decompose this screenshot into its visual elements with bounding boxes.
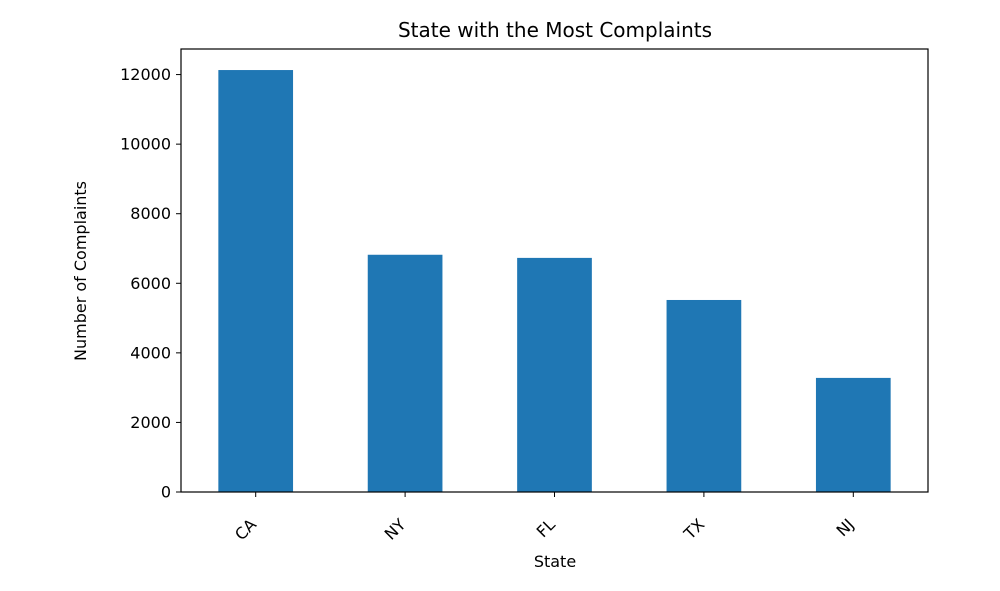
y-tick-label: 12000 — [120, 65, 171, 84]
x-tick-label: TX — [680, 515, 709, 544]
x-tick-label: NY — [381, 515, 410, 544]
y-tick-label: 2000 — [130, 413, 171, 432]
x-tick-label: FL — [533, 515, 559, 541]
y-tick-label: 6000 — [130, 274, 171, 293]
bar-nj — [815, 377, 891, 492]
plot-area — [180, 48, 929, 493]
bars-group — [218, 70, 891, 493]
bar-ny — [367, 254, 443, 492]
y-tick-label: 10000 — [120, 135, 171, 154]
bar-ca — [218, 70, 294, 493]
bar-fl — [517, 257, 592, 492]
x-tick-label: NJ — [832, 515, 857, 540]
y-axis: 0 2000 4000 6000 8000 10000 12000 — [120, 65, 181, 502]
y-tick-label: 4000 — [130, 343, 171, 362]
bar-tx — [666, 299, 742, 492]
y-tick-label: 8000 — [130, 204, 171, 223]
y-axis-label: Number of Complaints — [71, 181, 90, 361]
chart-title: State with the Most Complaints — [398, 18, 712, 42]
x-axis-label: State — [534, 552, 576, 571]
y-tick-label: 0 — [161, 483, 171, 502]
x-axis: CA NY FL TX NJ — [231, 492, 858, 544]
x-tick-label: CA — [231, 515, 260, 544]
